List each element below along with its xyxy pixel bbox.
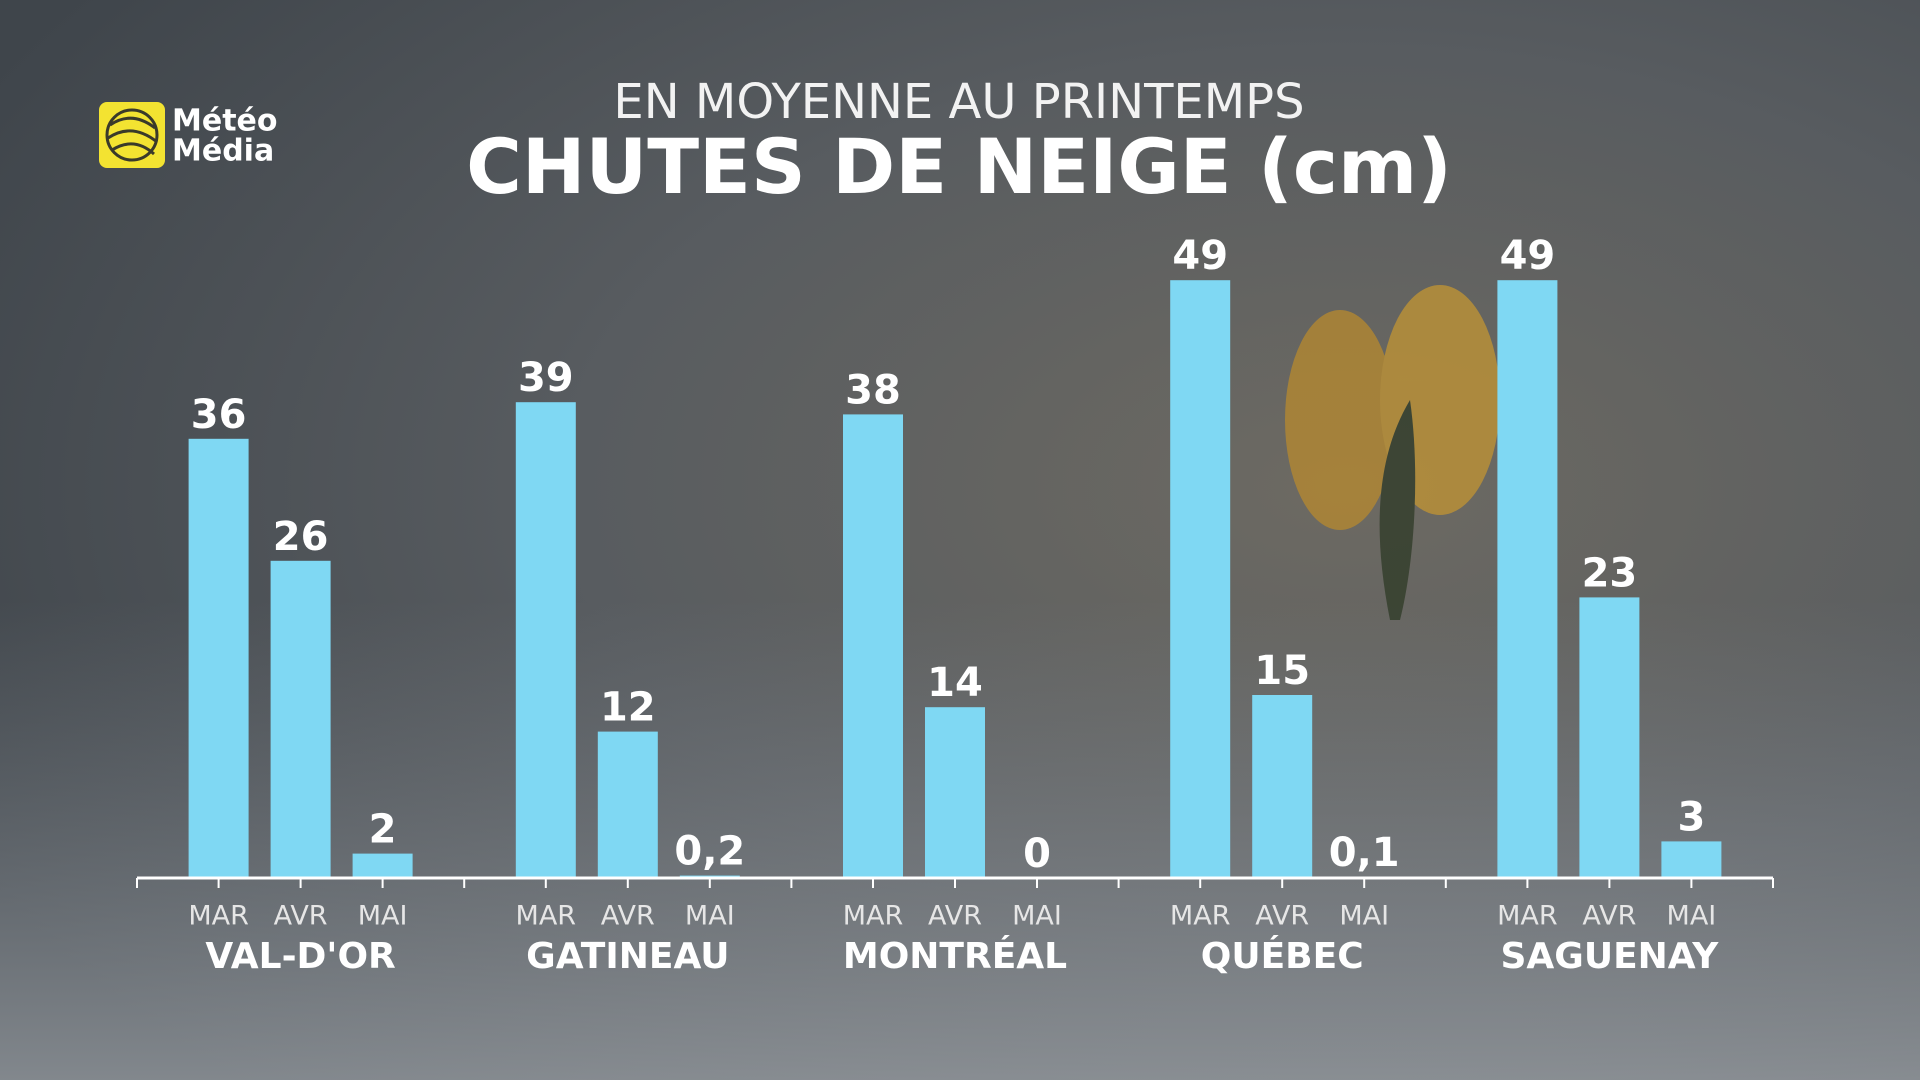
x-category-label: GATINEAU — [526, 936, 729, 977]
x-category-label: MONTRÉAL — [843, 935, 1067, 977]
logo: Météo Média — [99, 102, 278, 169]
value-label: 15 — [1254, 648, 1310, 694]
bar — [270, 560, 331, 878]
value-label: 49 — [1172, 233, 1228, 279]
value-label: 14 — [927, 660, 983, 706]
logo-text: Média — [172, 134, 274, 169]
month-label: AVR — [1582, 901, 1636, 932]
month-label: MAI — [685, 901, 735, 932]
value-label: 49 — [1500, 233, 1556, 279]
month-label: AVR — [274, 901, 328, 932]
x-category-label: VAL-D'OR — [205, 936, 395, 977]
bar — [188, 438, 249, 878]
value-label: 0 — [1023, 831, 1051, 877]
value-label: 23 — [1582, 550, 1638, 596]
month-label: MAI — [358, 901, 408, 932]
chart-subtitle: EN MOYENNE AU PRINTEMPS — [613, 74, 1304, 130]
logo-badge — [99, 102, 165, 168]
flower — [1285, 285, 1500, 620]
month-label: MAI — [1667, 901, 1717, 932]
bar — [1579, 597, 1640, 878]
logo-globe — [105, 108, 159, 162]
month-label: AVR — [1255, 901, 1309, 932]
value-label: 26 — [273, 514, 329, 560]
bar — [1497, 280, 1558, 878]
value-label: 0,2 — [674, 829, 745, 875]
month-label: AVR — [601, 901, 655, 932]
x-category-label: QUÉBEC — [1201, 935, 1364, 977]
value-label: 3 — [1677, 794, 1705, 840]
bar — [1170, 280, 1231, 878]
bar — [515, 402, 576, 878]
x-category-label: SAGUENAY — [1501, 936, 1720, 977]
month-label: AVR — [928, 901, 982, 932]
month-label: MAR — [843, 901, 904, 932]
bar — [1252, 695, 1313, 878]
chart-title: CHUTES DE NEIGE (cm) — [466, 122, 1452, 211]
value-label: 36 — [191, 392, 247, 438]
bar — [1661, 841, 1722, 878]
logo-globe-lines — [107, 116, 158, 156]
value-label: 12 — [600, 685, 656, 731]
value-label: 39 — [518, 355, 574, 401]
bar — [597, 731, 658, 878]
month-label: MAR — [188, 901, 249, 932]
month-label: MAR — [516, 901, 577, 932]
month-label: MAI — [1012, 901, 1062, 932]
month-label: MAR — [1170, 901, 1231, 932]
bar — [925, 707, 985, 878]
month-label: MAR — [1497, 901, 1558, 932]
bar — [843, 414, 903, 878]
value-label: 2 — [369, 807, 397, 853]
value-label: 0,1 — [1329, 830, 1400, 876]
bar — [352, 853, 413, 878]
month-label: MAI — [1339, 901, 1389, 932]
logo-text: Météo — [172, 104, 278, 139]
value-label: 38 — [845, 367, 901, 413]
